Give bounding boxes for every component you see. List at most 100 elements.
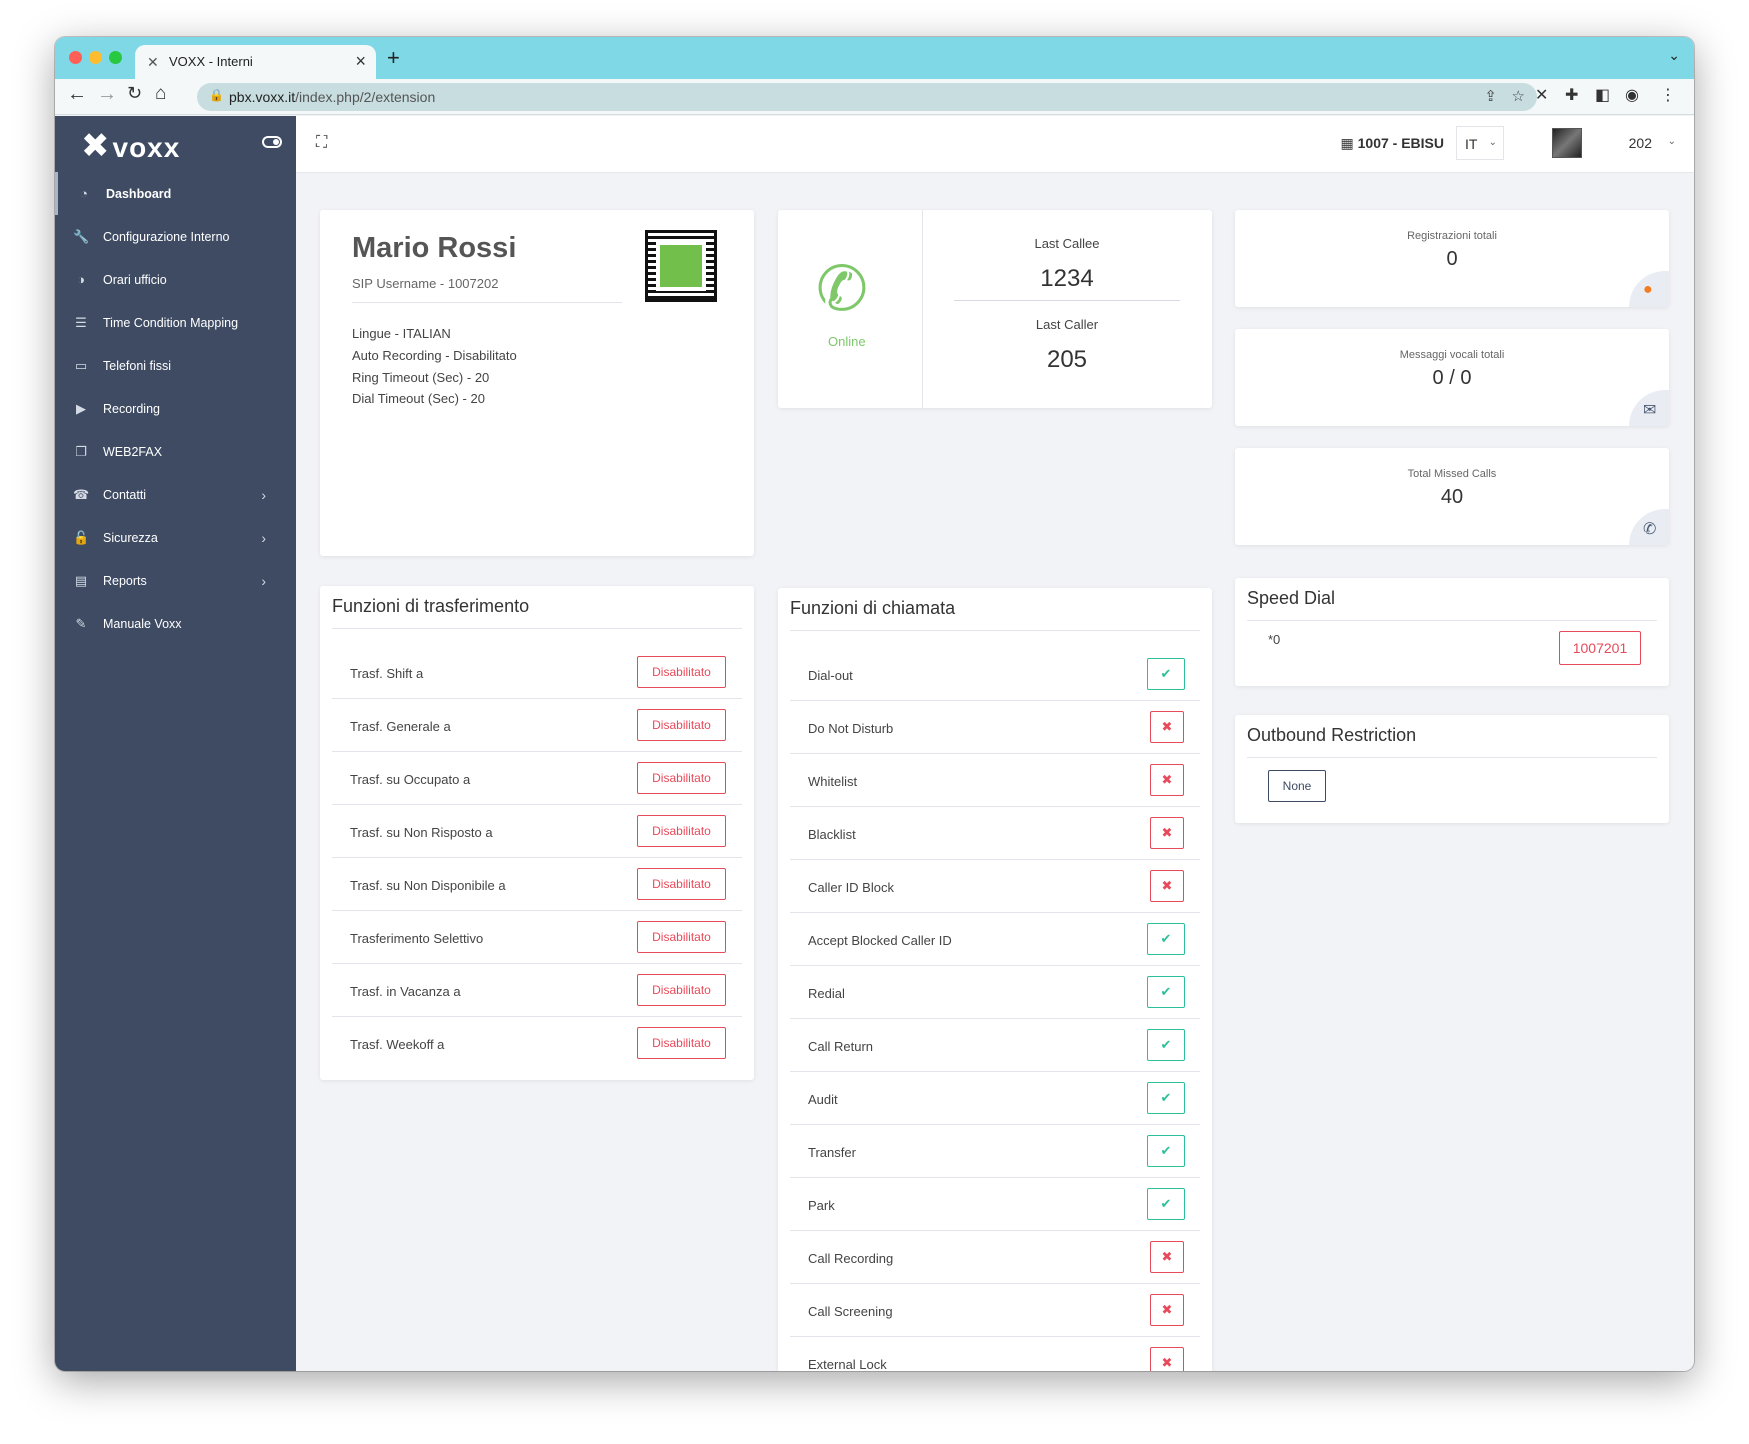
status-button[interactable]: Disabilitato (637, 709, 726, 741)
toggle-on-button[interactable]: ✔ (1147, 1188, 1185, 1220)
tab-close-icon[interactable]: × (355, 51, 366, 71)
sip-username: SIP Username - 1007202 (352, 276, 499, 291)
forward-icon[interactable]: → (97, 83, 117, 105)
stat-label: Total Missed Calls (1407, 468, 1497, 480)
status-button[interactable]: Disabilitato (637, 868, 726, 900)
sidebar-item-configurazione[interactable]: 🔧 Configurazione Interno (55, 215, 296, 258)
new-tab-icon[interactable]: + (387, 45, 400, 70)
chevron-down-icon[interactable]: ⌄ (1668, 47, 1680, 63)
status-button[interactable]: Disabilitato (637, 815, 726, 847)
chevron-down-icon[interactable]: ⌄ (1667, 136, 1676, 147)
list-item: Trasf. in Vacanza a Disabilitato (332, 964, 742, 1017)
row-label: Call Return (808, 1039, 874, 1054)
transfer-card: Funzioni di trasferimento Trasf. Shift a… (320, 586, 754, 1080)
toggle-on-button[interactable]: ✔ (1147, 976, 1185, 1008)
extension-voxx-icon[interactable]: ✕ (1535, 87, 1549, 104)
section-title: Funzioni di chiamata (790, 598, 956, 618)
stat-label: Registrazioni totali (1407, 230, 1497, 242)
toggle-on-button[interactable]: ✔ (1147, 1082, 1185, 1114)
speed-dial-key: *0 (1268, 632, 1281, 647)
row-label: Whitelist (808, 774, 858, 789)
language-select[interactable]: IT ⌄ (1456, 126, 1504, 160)
envelope-icon: ✉ (1643, 402, 1657, 419)
file-icon: ▤ (74, 572, 88, 588)
row-label: Accept Blocked Caller ID (808, 933, 952, 948)
wrench-icon: 🔧 (73, 228, 90, 244)
back-icon[interactable]: ← (67, 83, 87, 105)
monitor-icon: ▭ (74, 357, 88, 373)
divider (922, 210, 923, 408)
fullscreen-icon[interactable]: ⛶ (316, 134, 328, 151)
divider (332, 628, 742, 629)
sidebar-item-dashboard[interactable]: ◔ Dashboard (55, 172, 296, 215)
sidebar-item-sicurezza[interactable]: 🔓 Sicurezza › (55, 516, 296, 559)
status-button[interactable]: Disabilitato (637, 974, 726, 1006)
stat-value: 0 (1446, 248, 1458, 270)
sidebar-item-reports[interactable]: ▤ Reports › (55, 559, 296, 602)
voxx-logo[interactable]: ✖voxx (81, 127, 181, 165)
user-avatar[interactable] (1552, 128, 1582, 158)
toggle-off-button[interactable]: ✖ (1150, 1241, 1184, 1273)
browser-tab[interactable]: ✕ VOXX - Interni × (135, 45, 376, 79)
section-title: Speed Dial (1247, 588, 1336, 608)
sidebar-item-web2fax[interactable]: ❐ WEB2FAX (55, 430, 296, 473)
toggle-off-button[interactable]: ✖ (1150, 870, 1184, 902)
list-item: Trasf. Shift a Disabilitato (332, 646, 742, 699)
row-label: Trasf. su Non Risposto a (350, 825, 493, 840)
stat-badge[interactable]: ✉ (1629, 390, 1669, 426)
toggle-off-button[interactable]: ✖ (1150, 817, 1184, 849)
status-button[interactable]: Disabilitato (637, 762, 726, 794)
last-caller-label: Last Caller (1035, 317, 1099, 332)
toggle-off-button[interactable]: ✖ (1150, 711, 1184, 743)
sidebar-item-label: Orari ufficio (103, 272, 167, 287)
status-button[interactable]: Disabilitato (637, 1027, 726, 1059)
close-window-button[interactable] (69, 51, 82, 64)
phone-icon: ✆ (816, 255, 868, 324)
divider (954, 300, 1180, 301)
toggle-on-button[interactable]: ✔ (1147, 658, 1185, 690)
status-button[interactable]: Disabilitato (637, 921, 726, 953)
row-label: Park (808, 1198, 835, 1213)
dashboard-icon: ◔ (80, 186, 88, 201)
toggle-off-button[interactable]: ✖ (1150, 1294, 1184, 1326)
stat-badge[interactable]: ● (1629, 271, 1669, 307)
reload-icon[interactable]: ↻ (127, 83, 143, 103)
toggle-on-button[interactable]: ✔ (1147, 1135, 1185, 1167)
profile-avatar-icon[interactable]: ◉ (1625, 87, 1639, 104)
copy-icon: ❐ (75, 443, 87, 459)
list-item: Trasf. Weekoff a Disabilitato (332, 1017, 742, 1070)
company-label[interactable]: ▦ 1007 - EBISU (1340, 135, 1445, 151)
menu-kebab-icon[interactable]: ⋮ (1660, 87, 1676, 104)
sidebar-item-time-condition[interactable]: ☰ Time Condition Mapping (55, 301, 296, 344)
list-item: Caller ID Block ✖ (790, 860, 1200, 913)
speed-dial-button[interactable]: 1007201 (1559, 631, 1641, 665)
sidebar-item-telefoni[interactable]: ▭ Telefoni fissi (55, 344, 296, 387)
share-icon[interactable]: ⇪ (1484, 88, 1497, 105)
row-label: Audit (808, 1092, 838, 1107)
row-label: Redial (808, 986, 845, 1001)
toggle-on-button[interactable]: ✔ (1147, 1029, 1185, 1061)
puzzle-icon[interactable]: ✚ (1565, 87, 1579, 104)
minimize-window-button[interactable] (89, 51, 102, 64)
toggle-on-button[interactable]: ✔ (1147, 923, 1185, 955)
home-icon[interactable]: ⌂ (155, 83, 167, 104)
sidepanel-icon[interactable]: ◧ (1595, 87, 1611, 104)
bookmark-star-icon[interactable]: ☆ (1511, 88, 1525, 105)
list-item: Trasf. su Non Risposto a Disabilitato (332, 805, 742, 858)
stat-value: 0 / 0 (1432, 367, 1472, 389)
sidebar-item-recording[interactable]: ▶ Recording (55, 387, 296, 430)
extension-number[interactable]: 202 (1628, 135, 1652, 151)
toggle-off-button[interactable]: ✖ (1150, 1347, 1184, 1371)
sidebar-item-label: Contatti (103, 487, 147, 502)
sidebar-item-manuale[interactable]: ✎ Manuale Voxx (55, 602, 296, 645)
toggle-off-button[interactable]: ✖ (1150, 764, 1184, 796)
address-bar[interactable]: 🔒 pbx.voxx.it/index.php/2/extension ⇪ ☆ (197, 83, 1537, 111)
status-button[interactable]: Disabilitato (637, 656, 726, 688)
lock-icon: 🔓 (73, 529, 90, 545)
outbound-restriction-button[interactable]: None (1268, 770, 1326, 802)
stat-badge[interactable]: ✆ (1629, 509, 1669, 545)
sidebar-item-contatti[interactable]: ☎ Contatti › (55, 473, 296, 516)
sidebar-item-orari[interactable]: ◑ Orari ufficio (55, 258, 296, 301)
sidebar-toggle[interactable] (262, 136, 282, 148)
maximize-window-button[interactable] (109, 51, 122, 64)
